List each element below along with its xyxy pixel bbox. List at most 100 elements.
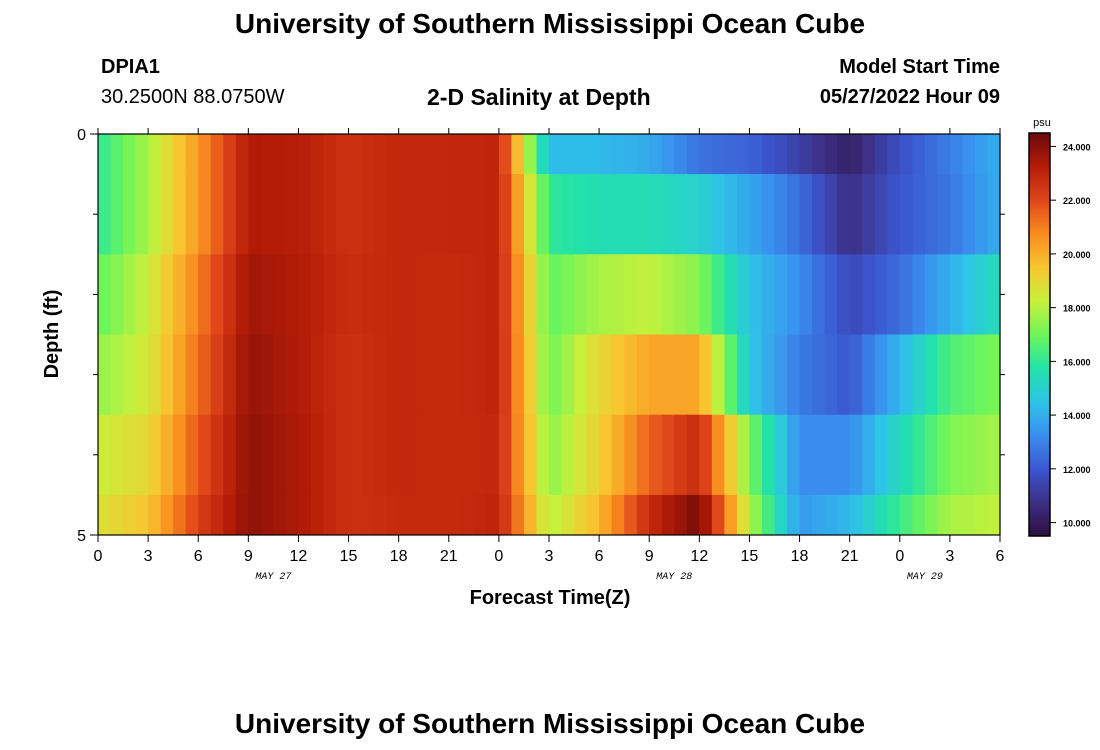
- heatmap-cell: [486, 134, 500, 175]
- heatmap-cell: [486, 254, 500, 335]
- heatmap-cell: [661, 174, 675, 255]
- heatmap-cell: [310, 334, 325, 416]
- heatmap-cell: [862, 414, 876, 496]
- heatmap-cell: [198, 134, 212, 175]
- heatmap-cell: [912, 494, 926, 536]
- heatmap-cell: [574, 254, 588, 335]
- heatmap-cell: [962, 134, 976, 175]
- x-tick-label: 0: [494, 548, 503, 565]
- heatmap-cell: [912, 414, 926, 496]
- heatmap-cell: [310, 254, 325, 335]
- heatmap-cell: [185, 134, 199, 175]
- heatmap-cell: [987, 174, 1001, 255]
- heatmap-cell: [699, 134, 713, 175]
- model-start-value: 05/27/2022 Hour 09: [819, 86, 1000, 108]
- heatmap-cell: [724, 494, 738, 536]
- heatmap-cell: [586, 334, 600, 416]
- heatmap-cell: [110, 334, 124, 416]
- heatmap-cell: [874, 334, 888, 416]
- heatmap-cell: [862, 494, 876, 536]
- heatmap-cell: [561, 334, 575, 416]
- heatmap-cell: [949, 134, 964, 175]
- heatmap-cell: [812, 254, 826, 335]
- heatmap-cell: [223, 134, 237, 175]
- heatmap-cell: [761, 174, 776, 255]
- heatmap-cell: [549, 334, 563, 416]
- heatmap-cell: [298, 134, 312, 175]
- footer-title: University of Southern Mississippi Ocean…: [234, 708, 866, 739]
- heatmap-cell: [949, 494, 964, 536]
- heatmap-cell: [523, 414, 538, 496]
- heatmap-cell: [135, 174, 149, 255]
- heatmap-cell: [837, 414, 851, 496]
- heatmap-cell: [924, 174, 938, 255]
- heatmap-cell: [749, 414, 763, 496]
- x-tick-label: 6: [996, 548, 1005, 565]
- colorbar-tick-label: 24.000: [1063, 142, 1091, 152]
- heatmap-cell: [611, 414, 625, 496]
- heatmap-cell: [949, 174, 964, 255]
- heatmap-cell: [298, 414, 312, 496]
- heatmap-cell: [862, 174, 876, 255]
- heatmap-cell: [398, 414, 412, 496]
- heatmap-cell: [323, 134, 337, 175]
- heatmap-cell: [536, 134, 550, 175]
- heatmap-cell: [536, 174, 550, 255]
- heatmap-cell: [636, 334, 650, 416]
- heatmap-cell: [98, 494, 112, 536]
- heatmap-cell: [874, 494, 888, 536]
- heatmap-cell: [649, 134, 663, 175]
- heatmap-cell: [962, 334, 976, 416]
- heatmap-cell: [160, 174, 174, 255]
- heatmap-cell: [423, 174, 437, 255]
- heatmap-cell: [448, 254, 462, 335]
- heatmap-cell: [336, 254, 350, 335]
- x-tick-label: 18: [390, 548, 408, 565]
- model-start-label: Model Start Time: [839, 56, 1000, 78]
- heatmap-cell: [774, 334, 788, 416]
- heatmap-cell: [812, 334, 826, 416]
- heatmap-cell: [549, 254, 563, 335]
- heatmap-cell: [536, 334, 550, 416]
- heatmap-cell: [511, 494, 525, 536]
- heatmap-cell: [624, 494, 638, 536]
- heatmap-cell: [198, 254, 212, 335]
- heatmap-cell: [448, 134, 462, 175]
- heatmap-cell: [498, 134, 513, 175]
- heatmap-cell: [887, 414, 901, 496]
- heatmap-cell: [298, 174, 312, 255]
- heatmap-cell: [761, 254, 776, 335]
- heatmap-cell: [285, 174, 300, 255]
- heatmap-cell: [398, 254, 412, 335]
- colorbar-tick-label: 14.000: [1063, 411, 1091, 421]
- colorbar-tick-label: 22.000: [1063, 196, 1091, 206]
- heatmap-cell: [423, 334, 437, 416]
- heatmap-cell: [674, 134, 688, 175]
- heatmap-cell: [361, 414, 375, 496]
- heatmap-cell: [98, 414, 112, 496]
- heatmap-cell: [248, 174, 262, 255]
- heatmap-cell: [586, 134, 600, 175]
- heatmap-cell: [235, 134, 249, 175]
- heatmap-cell: [812, 494, 826, 536]
- colorbar-tick-label: 16.000: [1063, 357, 1091, 367]
- heatmap-cell: [874, 414, 888, 496]
- heatmap-cell: [248, 494, 262, 536]
- heatmap-cell: [135, 334, 149, 416]
- heatmap-cell: [937, 174, 951, 255]
- heatmap-cell: [123, 494, 137, 536]
- heatmap-cell: [423, 254, 437, 335]
- heatmap-cell: [285, 334, 300, 416]
- plot-title: 2-D Salinity at Depth: [427, 84, 651, 110]
- heatmap-cell: [160, 414, 174, 496]
- heatmap-cell: [511, 414, 525, 496]
- heatmap-cell: [787, 174, 801, 255]
- heatmap-cell: [98, 254, 112, 335]
- heatmap-cell: [336, 494, 350, 536]
- heatmap-cell: [411, 414, 425, 496]
- colorbar-tick-label: 10.000: [1063, 519, 1091, 529]
- heatmap-cell: [799, 254, 813, 335]
- heatmap-cell: [285, 134, 300, 175]
- heatmap-cell: [837, 334, 851, 416]
- heatmap-cell: [624, 174, 638, 255]
